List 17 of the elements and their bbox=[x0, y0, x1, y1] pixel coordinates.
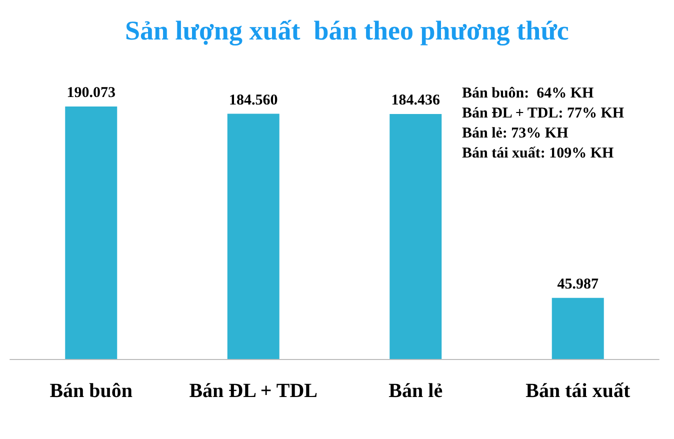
data-label: 184.436 bbox=[391, 92, 440, 108]
annotation: Bán ĐL + TDL: 77% KH bbox=[462, 106, 624, 122]
annotation: Bán tái xuất: 109% KH bbox=[462, 146, 614, 162]
data-label: 190.073 bbox=[66, 84, 116, 101]
data-label: 184.560 bbox=[229, 92, 278, 108]
x-tick-label: Bán buôn bbox=[50, 380, 133, 402]
x-tick-label: Bán lẻ bbox=[388, 380, 443, 402]
annotation: Bán lẻ: 73% KH bbox=[462, 126, 569, 142]
bar bbox=[65, 106, 118, 359]
data-label: 45.987 bbox=[557, 276, 599, 292]
bar bbox=[227, 114, 280, 359]
text: Bán buôn: 64% KH bbox=[462, 86, 594, 102]
chart-title: Sản lượng xuất bán theo phương thức bbox=[125, 16, 569, 46]
x-tick-label: Bán tái xuất bbox=[526, 380, 630, 402]
bar bbox=[390, 114, 442, 359]
bar bbox=[552, 298, 604, 359]
x-tick-label: Bán ĐL + TDL bbox=[189, 380, 318, 402]
